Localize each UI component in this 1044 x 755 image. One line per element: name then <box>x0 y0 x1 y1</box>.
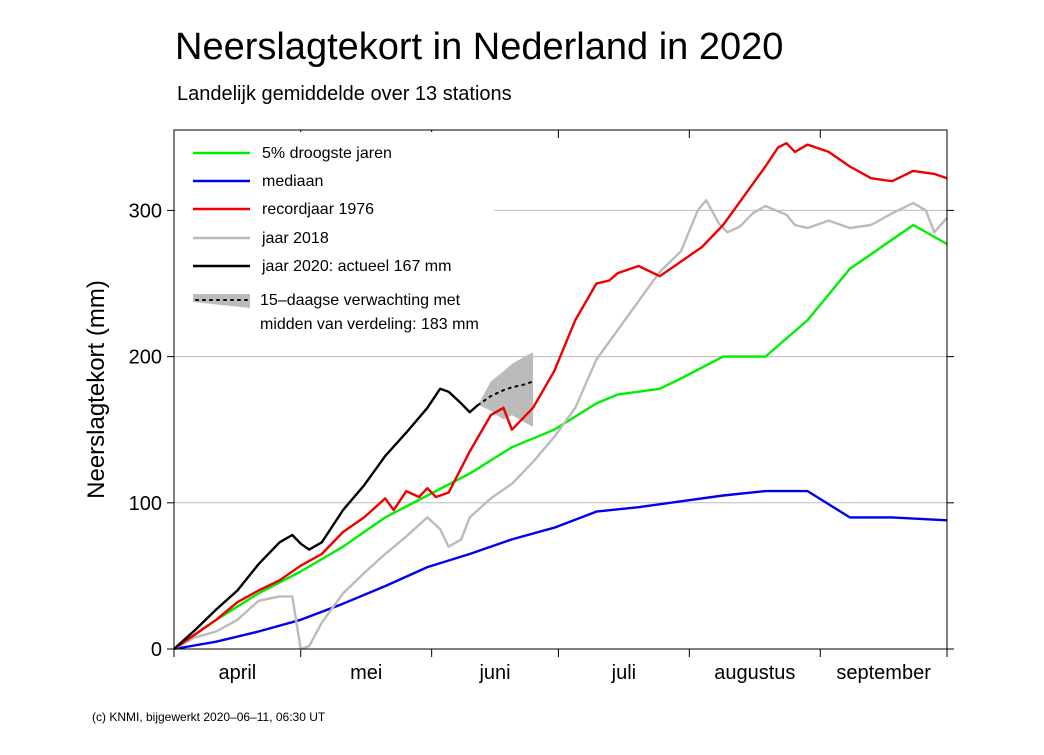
series-line-4 <box>173 387 479 650</box>
x-month-label-augustus: augustus <box>714 662 795 684</box>
legend-label-1: mediaan <box>262 173 323 190</box>
legend-label-3: jaar 2018 <box>261 230 329 247</box>
legend-swatch-forecast-band <box>193 294 250 308</box>
chart-title: Neerslagtekort in Nederland in 2020 <box>175 26 784 68</box>
legend-label-5-line1: 15–daagse verwachting met <box>260 292 461 309</box>
legend-label-5-line2: midden van verdeling: 183 mm <box>260 316 479 333</box>
series-line-1 <box>173 489 948 651</box>
legend-label-5: 15–daagse verwachting met midden van verd… <box>260 292 479 333</box>
x-axis-ticks: april mei juni juli augustus september <box>173 130 948 684</box>
chart-subtitle: Landelijk gemiddelde over 13 stations <box>177 83 512 105</box>
forecast-band-group <box>478 352 534 427</box>
series-line-2 <box>173 142 948 650</box>
legend-label-0: 5% droogste jaren <box>262 145 392 162</box>
x-month-label-juli: juli <box>611 662 636 684</box>
series-line-3 <box>173 199 948 651</box>
x-month-label-april: april <box>218 662 256 684</box>
x-month-label-juni: juni <box>478 662 510 684</box>
x-month-label-september: september <box>836 662 931 684</box>
legend-label-2: recordjaar 1976 <box>262 201 374 218</box>
credit-text: (c) KNMI, bijgewerkt 2020–06–11, 06:30 U… <box>92 710 326 724</box>
y-tick-label-200: 200 <box>129 347 162 369</box>
forecast-band <box>478 352 534 427</box>
y-tick-label-100: 100 <box>129 493 162 515</box>
series-lines <box>173 142 948 651</box>
y-tick-label-0: 0 <box>151 639 162 661</box>
legend: 5% droogste jaren mediaan recordjaar 1976 j… <box>176 132 494 342</box>
legend-label-4: jaar 2020: actueel 167 mm <box>261 258 451 275</box>
y-axis-label: Neerslagtekort (mm) <box>83 280 110 499</box>
plot-frame <box>173 129 948 650</box>
y-axis-ticks: 0 100 200 300 <box>129 200 954 661</box>
series-line-0 <box>173 223 948 650</box>
y-tick-label-300: 300 <box>129 200 162 222</box>
x-month-label-mei: mei <box>350 662 382 684</box>
